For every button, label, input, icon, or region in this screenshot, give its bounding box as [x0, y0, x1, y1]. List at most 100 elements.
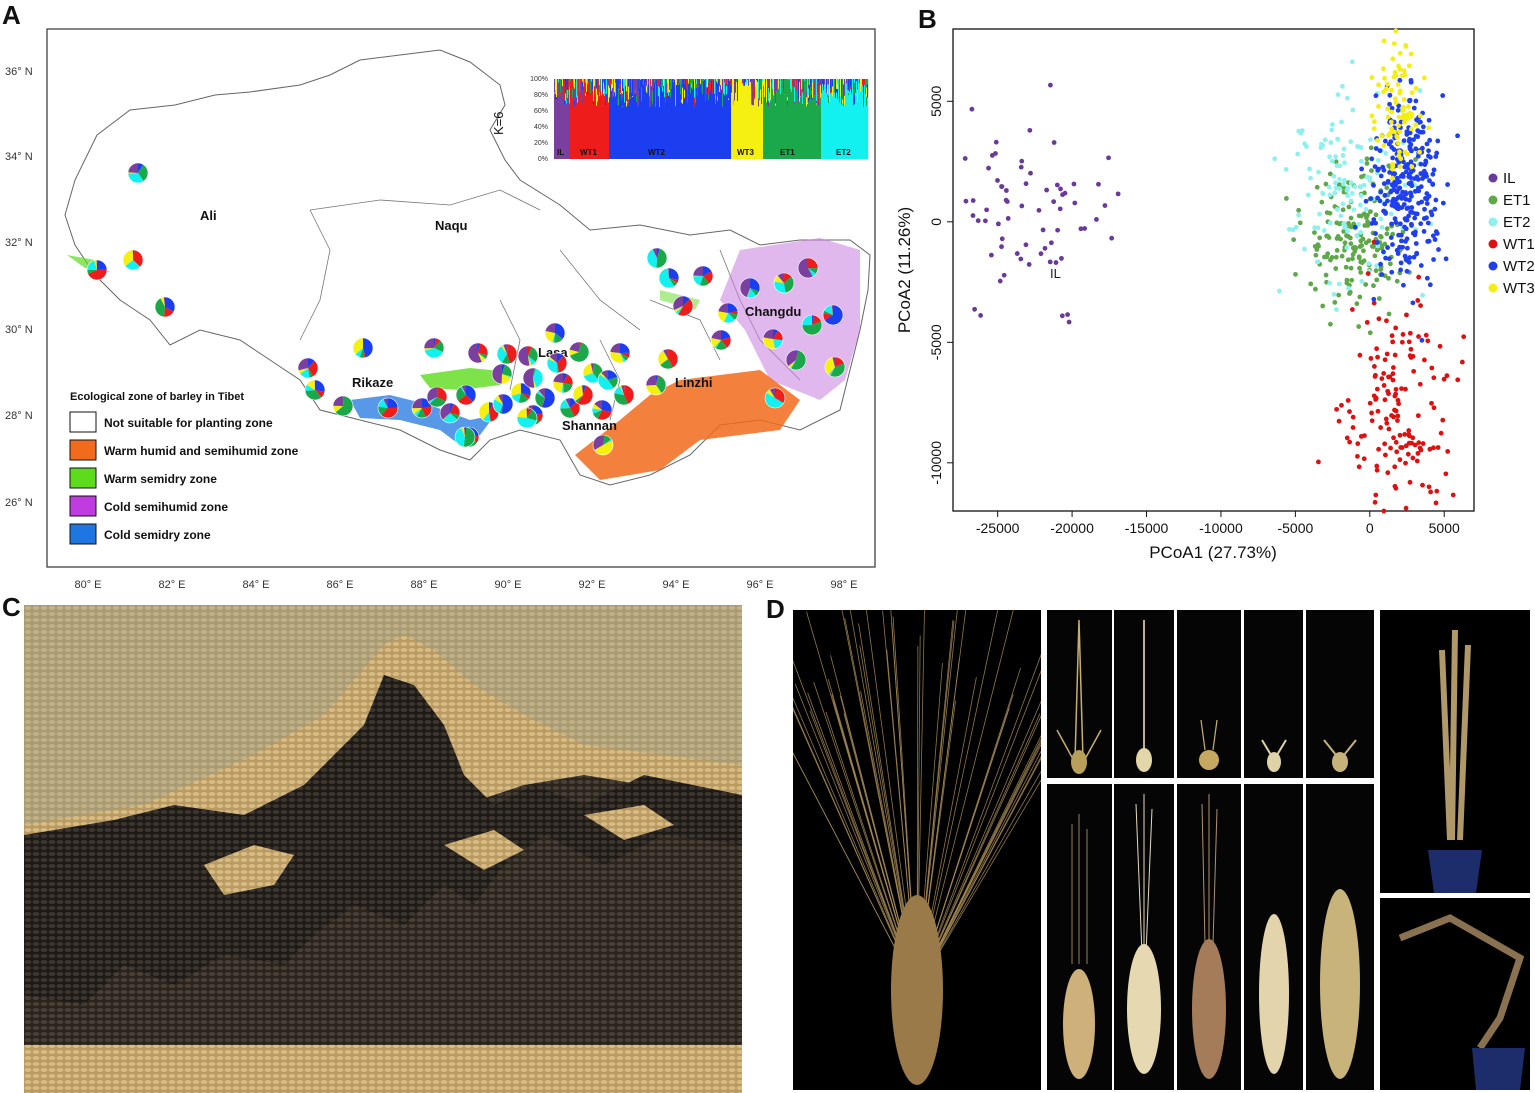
- point-il: [1042, 245, 1048, 251]
- pie-marker: [516, 407, 538, 429]
- point-et2: [1366, 261, 1372, 266]
- point-wt1: [1373, 492, 1379, 498]
- structure-bar: [605, 101, 607, 107]
- point-wt2: [1408, 191, 1414, 197]
- pie-slice: [678, 298, 693, 316]
- structure-bar: [629, 97, 631, 159]
- pie-slice: [590, 363, 593, 373]
- pie-slice: [657, 248, 660, 258]
- point-wt3: [1390, 166, 1395, 172]
- legend-label: Warm semidry zone: [104, 472, 217, 486]
- structure-bar: [819, 79, 821, 87]
- point-wt2: [1424, 215, 1429, 221]
- structure-bar: [578, 98, 580, 101]
- structure-bar: [820, 97, 822, 159]
- pie-slice: [766, 389, 775, 398]
- pie-slice: [808, 268, 818, 274]
- structure-bar: [828, 103, 830, 159]
- point-wt2: [1388, 189, 1394, 195]
- point-wt1: [1339, 402, 1344, 408]
- point-il: [1054, 182, 1060, 188]
- structure-bar: [793, 79, 795, 87]
- structure-bar: [753, 79, 755, 98]
- structure-bar: [764, 96, 766, 159]
- point-wt2: [1387, 170, 1393, 175]
- structure-bar: [690, 92, 692, 159]
- structure-bar: [698, 87, 700, 159]
- structure-bar: [605, 106, 607, 159]
- pie-slice: [528, 356, 536, 366]
- structure-bar: [669, 86, 671, 91]
- pie-slice: [128, 173, 144, 183]
- legend-title: Ecological zone of barley in Tibet: [70, 391, 244, 403]
- point-et1: [1327, 171, 1333, 177]
- point-wt1: [1364, 319, 1370, 325]
- structure-bar: [556, 99, 558, 159]
- structure-bar: [807, 103, 809, 159]
- structure-bar: [853, 81, 855, 90]
- point-wt3: [1385, 81, 1391, 87]
- structure-bar: [811, 98, 813, 159]
- point-il: [1003, 188, 1009, 193]
- pie-slice: [601, 370, 608, 380]
- point-wt1: [1349, 307, 1355, 312]
- point-et1: [1357, 265, 1362, 271]
- structure-bar: [702, 93, 704, 159]
- pie-slice: [538, 388, 545, 398]
- structure-bar: [844, 79, 846, 96]
- structure-bar: [859, 95, 861, 159]
- point-wt2: [1423, 196, 1428, 201]
- point-wt2: [1433, 154, 1439, 159]
- pie-slice: [575, 395, 583, 404]
- point-et2: [1344, 95, 1350, 101]
- structure-bar: [766, 79, 768, 98]
- structure-bar: [803, 101, 805, 103]
- point-wt1: [1431, 405, 1437, 411]
- point-wt1: [1404, 312, 1409, 318]
- point-il: [1059, 255, 1064, 261]
- structure-bar: [864, 79, 866, 85]
- point-et2: [1290, 227, 1296, 233]
- structure-bar: [723, 79, 725, 94]
- structure-bar: [784, 94, 786, 159]
- structure-bar: [787, 106, 789, 159]
- structure-bar: [604, 88, 606, 96]
- structure-bar: [666, 89, 668, 96]
- structure-bar: [754, 79, 756, 86]
- pie-marker: [797, 257, 819, 279]
- pie-slice: [507, 344, 508, 354]
- structure-bar: [649, 106, 651, 159]
- structure-bar: [733, 79, 735, 82]
- structure-bar: [732, 94, 734, 159]
- structure-bar: [666, 97, 668, 159]
- structure-bar: [617, 79, 619, 100]
- structure-bar: [863, 79, 865, 85]
- structure-bar: [555, 79, 557, 91]
- point-wt2: [1413, 146, 1419, 152]
- pie-slice: [669, 278, 678, 287]
- point-et1: [1361, 248, 1366, 254]
- pie-slice: [561, 383, 564, 393]
- structure-bar: [648, 79, 650, 84]
- point-wt2: [1371, 296, 1377, 302]
- point-et1: [1346, 204, 1352, 210]
- point-il: [1058, 186, 1063, 192]
- structure-bar: [743, 79, 745, 84]
- structure-bar: [772, 79, 774, 86]
- structure-bar: [692, 79, 694, 90]
- pie-slice: [305, 384, 315, 391]
- x-tick-label: -5000: [1277, 520, 1313, 536]
- point-wt2: [1430, 233, 1436, 239]
- point-wt1: [1431, 375, 1437, 381]
- structure-bar: [826, 89, 828, 94]
- snow-patches: [204, 805, 674, 895]
- structure-bar: [580, 93, 582, 159]
- structure-bar: [818, 82, 820, 96]
- point-wt3: [1389, 109, 1395, 115]
- structure-bar: [676, 84, 678, 159]
- structure-bar: [639, 87, 641, 159]
- structure-bar: [622, 91, 624, 94]
- structure-bar: [657, 102, 659, 159]
- structure-bar: [620, 94, 622, 159]
- point-wt1: [1410, 435, 1416, 441]
